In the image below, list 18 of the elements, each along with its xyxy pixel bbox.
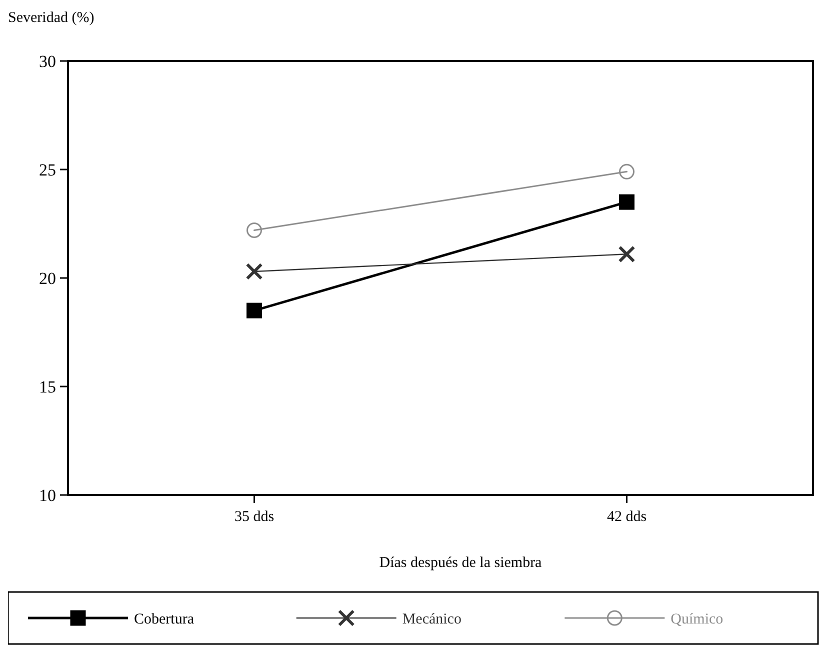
point (619, 194, 634, 210)
text: Químico (670, 611, 724, 628)
point (246, 262, 263, 280)
text: Cobertura (134, 611, 194, 628)
y-tick-label: 30 (39, 52, 56, 71)
x-axis-title: Días después de la siembra (379, 555, 542, 571)
y-tick-label: 15 (39, 377, 56, 396)
y-tick-label: 25 (39, 160, 56, 180)
x-tick-label: 35 dds (234, 509, 274, 525)
point (619, 164, 634, 180)
y-tick-label: 20 (39, 268, 56, 288)
x-tick-label: 42 dds (606, 509, 647, 525)
y-axis-title: Severidad (%) (8, 10, 94, 26)
point (246, 222, 262, 238)
point (246, 302, 262, 318)
text: Mecánico (402, 611, 462, 628)
point (618, 246, 636, 263)
y-tick-label: 10 (39, 486, 56, 505)
